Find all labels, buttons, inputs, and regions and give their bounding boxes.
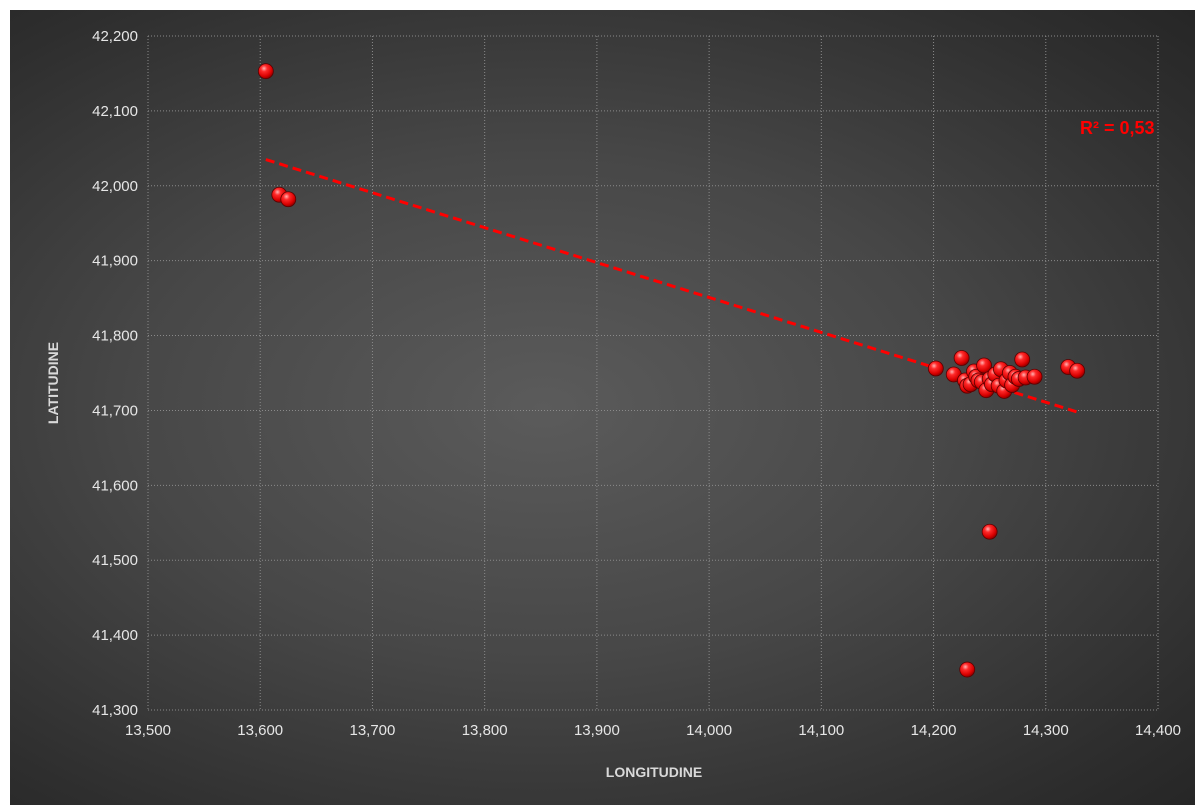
trendline-group [265,158,1080,415]
data-point [1014,351,1031,368]
x-tick-label: 13,600 [237,722,283,739]
trendline [265,158,1080,415]
x-axis-title: LONGITUDINE [606,764,702,780]
x-tick-label: 13,800 [462,722,508,739]
data-point [953,350,970,366]
x-tick-label: 14,400 [1135,722,1181,739]
data-point [959,661,976,678]
x-tick-label: 14,000 [686,722,732,739]
y-tick-label: 42,100 [92,103,138,120]
data-point [257,63,274,80]
y-tick-label: 42,000 [92,178,138,195]
y-tick-label: 41,700 [92,402,138,419]
y-tick-label: 41,500 [92,552,138,569]
y-axis-title: LATITUDINE [45,342,61,424]
grid [147,35,1159,711]
data-point [927,360,944,377]
data-point [1069,362,1086,379]
y-tick-label: 41,800 [92,328,138,345]
data-point [1026,368,1043,385]
y-tick-label: 41,400 [92,627,138,644]
data-point [280,191,297,208]
y-tick-label: 42,200 [92,28,138,45]
x-tick-label: 13,700 [349,722,395,739]
data-point [981,523,998,540]
data-point [976,357,992,374]
data-points [257,63,1086,678]
x-tick-label: 13,900 [574,722,620,739]
scatter-chart: 13,500 13,600 13,700 13,800 13,900 14,000 14,1… [45,28,1181,780]
axes: 13,500 13,600 13,700 13,800 13,900 14,000 14,1… [92,28,1181,739]
y-tick-label: 41,300 [92,702,138,719]
y-tick-label: 41,600 [92,477,138,494]
x-tick-label: 14,300 [1023,722,1069,739]
x-tick-label: 14,100 [798,722,844,739]
x-tick-label: 14,200 [911,722,957,739]
y-tick-label: 41,900 [92,253,138,270]
chart-area: 13,500 13,600 13,700 13,800 13,900 14,000 14,1… [10,10,1195,805]
r-squared-label: R² = 0,53 [1080,118,1155,138]
x-tick-label: 13,500 [125,722,171,739]
